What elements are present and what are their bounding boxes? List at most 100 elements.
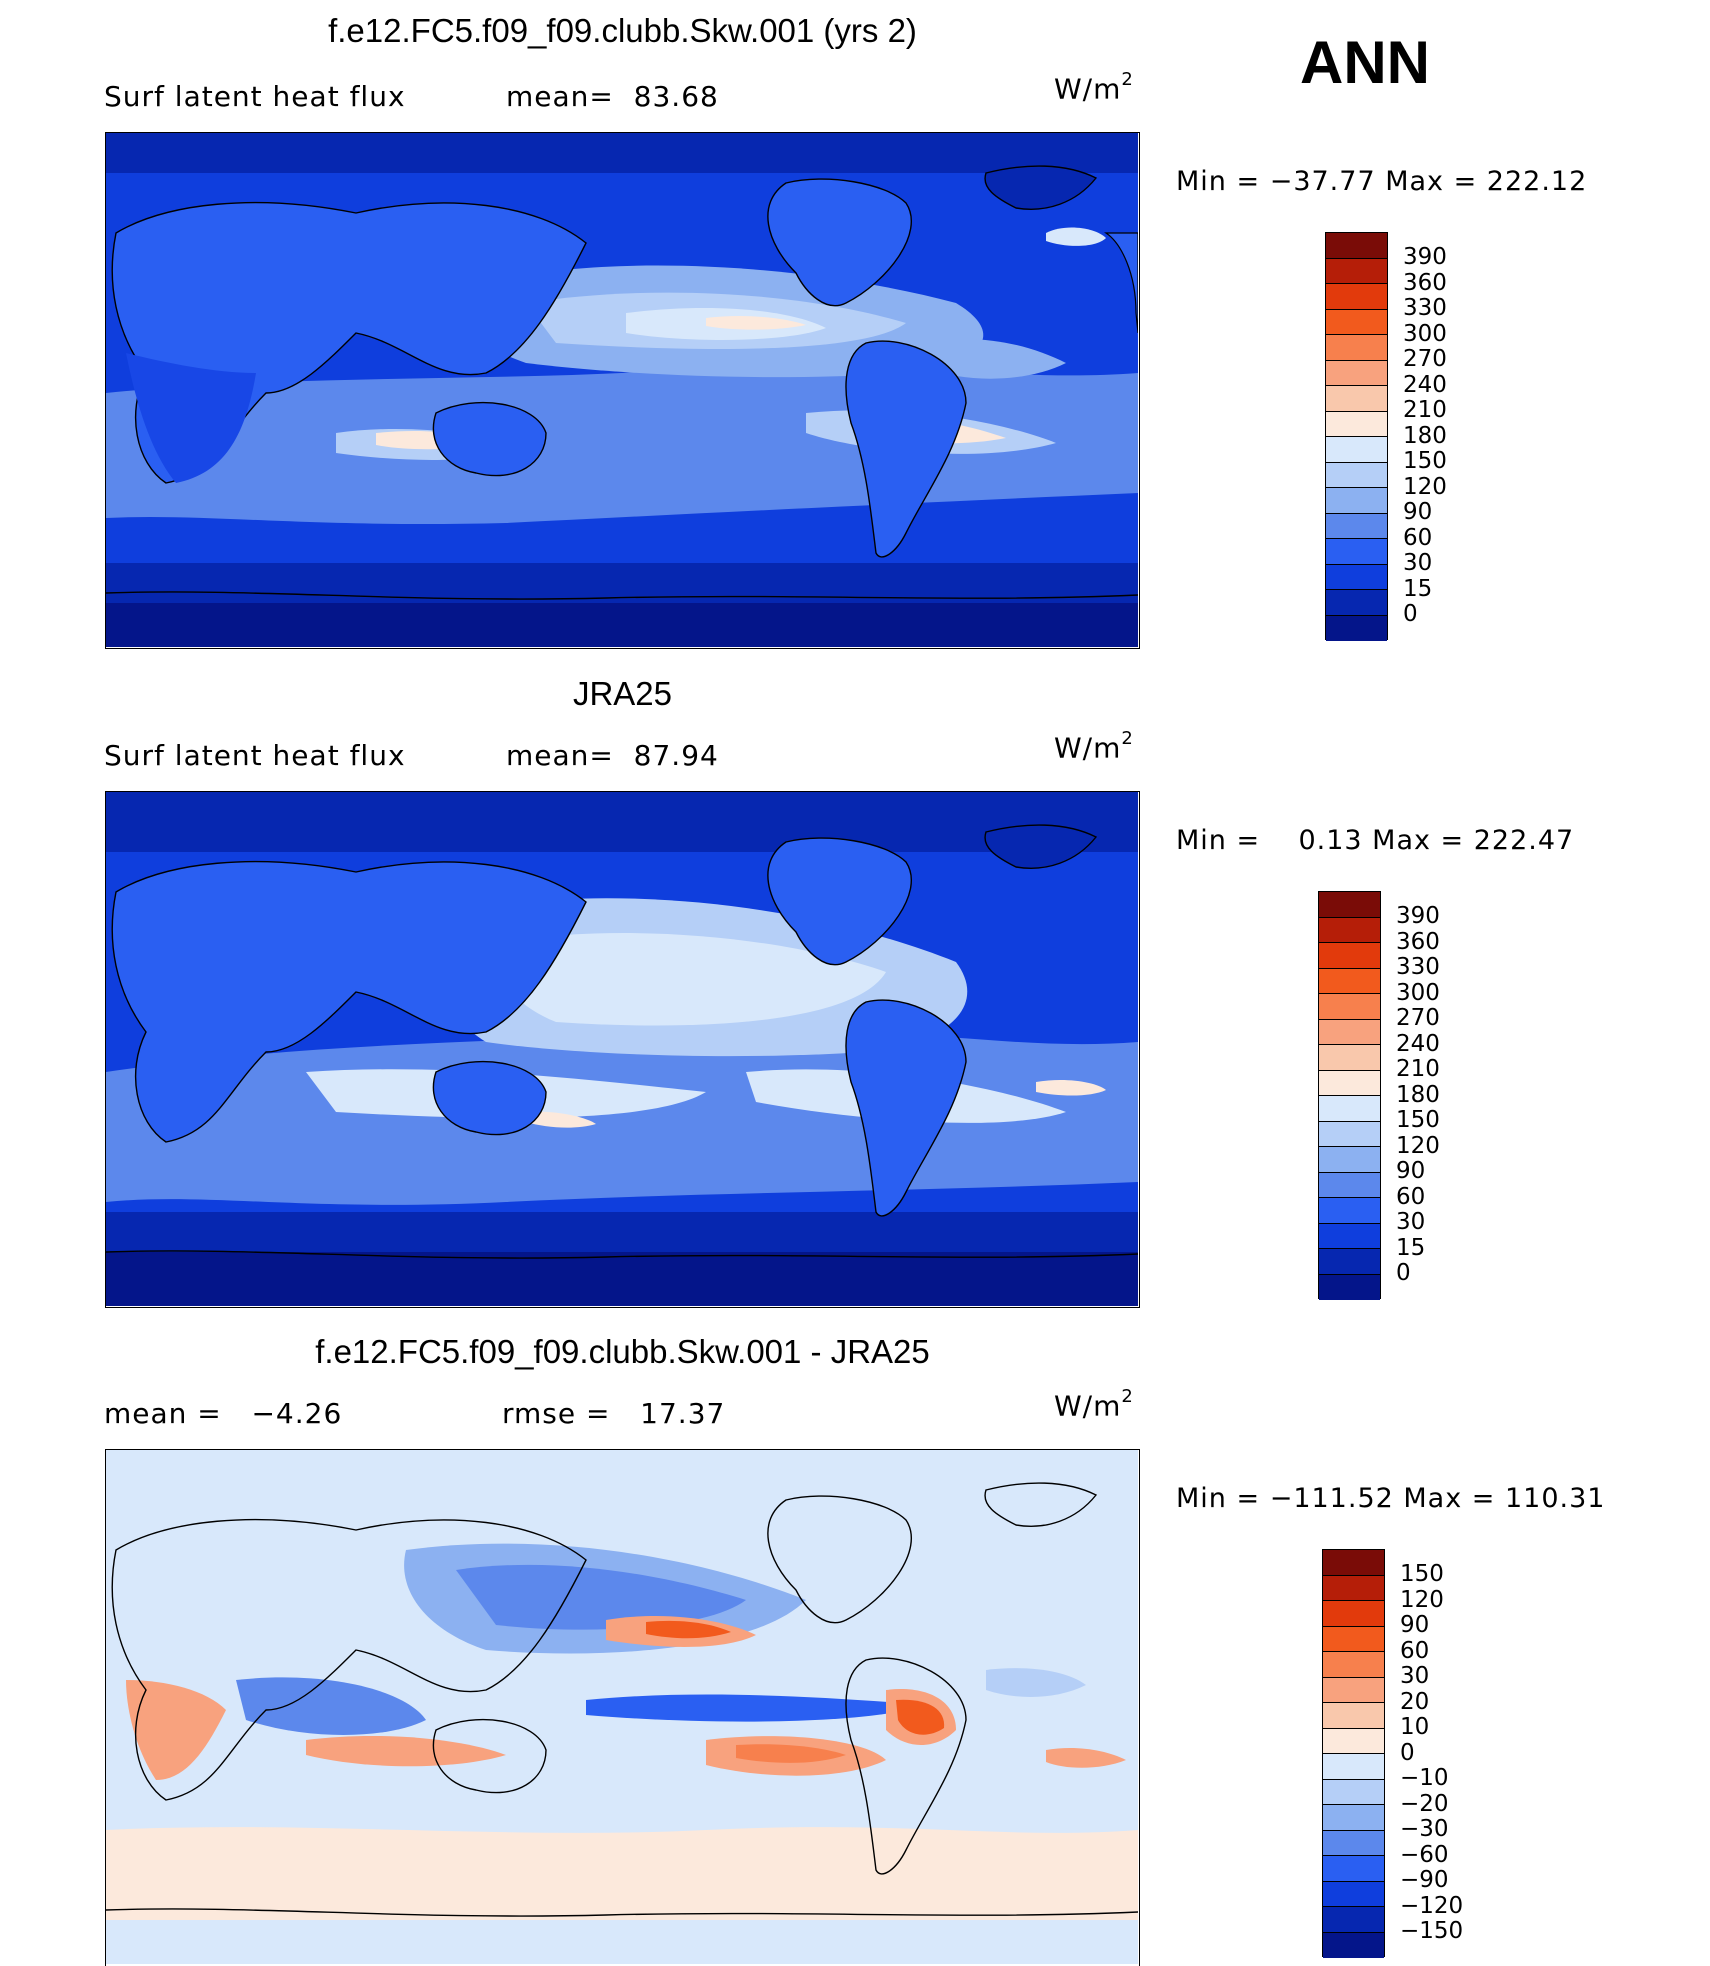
panel-2-map-canvas <box>106 792 1138 1306</box>
colorbar-box <box>1326 411 1387 437</box>
colorbar-box <box>1323 1626 1384 1652</box>
colorbar-label: 210 <box>1396 1056 1440 1082</box>
colorbar-label: −90 <box>1400 1867 1449 1893</box>
colorbar-label: 0 <box>1400 1739 1415 1766</box>
colorbar-box <box>1326 309 1387 335</box>
colorbar-box <box>1319 1274 1380 1300</box>
colorbar-box <box>1326 360 1387 386</box>
colorbar-label: 150 <box>1403 448 1447 474</box>
colorbar-box <box>1323 1550 1384 1576</box>
panel-3-map-canvas <box>106 1450 1138 1964</box>
colorbar-box <box>1319 1121 1380 1147</box>
colorbar-box <box>1319 1223 1380 1249</box>
colorbar-box <box>1319 1172 1380 1198</box>
colorbar-box <box>1319 1045 1380 1071</box>
panel-1-colorbar-labels: 390 360 330 300 270 240 210 180 150 120 90 60 30 15 0 <box>1403 232 1503 640</box>
colorbar-box <box>1326 488 1387 514</box>
colorbar-box <box>1319 1249 1380 1275</box>
colorbar-label: 60 <box>1400 1637 1430 1664</box>
colorbar-label: 330 <box>1403 295 1447 321</box>
colorbar-label: 30 <box>1396 1209 1426 1235</box>
colorbar-box <box>1319 917 1380 943</box>
panel-3-minmax: Min = −111.52 Max = 110.31 <box>1176 1483 1606 1514</box>
panel-1-variable-label: Surf latent heat flux <box>104 80 406 113</box>
colorbar-label: 180 <box>1396 1081 1440 1108</box>
colorbar-label: 90 <box>1403 499 1433 525</box>
colorbar-label: 210 <box>1403 397 1447 423</box>
colorbar-box <box>1323 1856 1384 1882</box>
colorbar-box <box>1323 1881 1384 1907</box>
panel-2-colorbar-labels: 390 360 330 300 270 240 210 180 150 120 90 60 30 15 0 <box>1396 891 1496 1299</box>
panel-1-minmax: Min = −37.77 Max = 222.12 <box>1176 166 1588 197</box>
colorbar-box <box>1326 615 1387 641</box>
panel-2-minmax: Min = 0.13 Max = 222.47 <box>1176 825 1575 856</box>
colorbar-box <box>1326 335 1387 361</box>
panel-2-variable-label: Surf latent heat flux <box>104 739 406 772</box>
colorbar-box <box>1326 258 1387 284</box>
colorbar-label: 20 <box>1400 1688 1430 1715</box>
colorbar-box <box>1319 1096 1380 1122</box>
colorbar-label: 120 <box>1400 1586 1444 1613</box>
panel-3-title: f.e12.FC5.f09_f09.clubb.Skw.001 - JRA25 <box>315 1333 930 1370</box>
colorbar-box <box>1323 1779 1384 1805</box>
colorbar-label: 30 <box>1400 1663 1430 1689</box>
colorbar-box <box>1319 1019 1380 1045</box>
panel-1-units: W/m2 <box>1054 69 1134 106</box>
colorbar-label: 300 <box>1396 979 1440 1006</box>
colorbar-box <box>1323 1677 1384 1703</box>
colorbar-label: 150 <box>1396 1107 1440 1133</box>
colorbar-box <box>1323 1575 1384 1601</box>
colorbar-box <box>1323 1652 1384 1678</box>
colorbar-box <box>1319 1147 1380 1173</box>
colorbar-label: 270 <box>1396 1005 1440 1031</box>
colorbar-label: 240 <box>1396 1030 1440 1057</box>
colorbar-box <box>1326 462 1387 488</box>
colorbar-box <box>1319 1070 1380 1096</box>
colorbar-label: 300 <box>1403 320 1447 347</box>
colorbar-label: 390 <box>1403 244 1447 270</box>
panel-3-colorbar-labels: 150 120 90 60 30 20 10 0 −10 −20 −30 −60 −90 −120 −150 <box>1400 1549 1510 1957</box>
colorbar-box <box>1323 1754 1384 1780</box>
panel-3-mean-label: mean = −4.26 <box>104 1397 343 1430</box>
panel-1-title: f.e12.FC5.f09_f09.clubb.Skw.001 (yrs 2) <box>328 12 917 49</box>
colorbar-box <box>1319 968 1380 994</box>
colorbar-box <box>1323 1932 1384 1958</box>
colorbar-label: 10 <box>1400 1714 1430 1740</box>
colorbar-box <box>1323 1601 1384 1627</box>
panel-2-units: W/m2 <box>1054 728 1134 765</box>
colorbar-label: 360 <box>1403 269 1447 296</box>
colorbar-box <box>1319 943 1380 969</box>
colorbar-box <box>1319 1198 1380 1224</box>
panel-1-map-canvas <box>106 133 1138 647</box>
panel-3-map <box>105 1449 1140 1966</box>
colorbar-label: 360 <box>1396 928 1440 955</box>
colorbar-box <box>1323 1703 1384 1729</box>
colorbar-label: −60 <box>1400 1841 1449 1868</box>
colorbar-box <box>1326 437 1387 463</box>
colorbar-box <box>1323 1728 1384 1754</box>
colorbar-label: 0 <box>1403 601 1418 627</box>
season-label: ANN <box>1300 29 1430 96</box>
colorbar-label: 150 <box>1400 1561 1444 1587</box>
panel-2-mean-label: mean= 87.94 <box>506 739 719 772</box>
panel-2-title: JRA25 <box>572 675 673 712</box>
colorbar-label: −10 <box>1400 1765 1449 1791</box>
colorbar-label: 90 <box>1400 1612 1430 1638</box>
colorbar-label: 0 <box>1396 1260 1411 1286</box>
colorbar-label: 15 <box>1403 575 1433 602</box>
colorbar-label: 15 <box>1396 1234 1426 1261</box>
colorbar-label: 390 <box>1396 903 1440 929</box>
colorbar-box <box>1326 513 1387 539</box>
colorbar-label: 30 <box>1403 550 1433 576</box>
colorbar-box <box>1326 564 1387 590</box>
panel-3-colorbar <box>1322 1549 1385 1958</box>
colorbar-box <box>1326 386 1387 412</box>
panel-1-colorbar <box>1325 232 1388 641</box>
colorbar-label: 60 <box>1403 524 1433 551</box>
panel-1-map <box>105 132 1140 649</box>
colorbar-label: −150 <box>1400 1918 1464 1944</box>
colorbar-label: 90 <box>1396 1158 1426 1184</box>
colorbar-label: 120 <box>1396 1132 1440 1159</box>
panel-3-rmse-label: rmse = 17.37 <box>502 1397 726 1430</box>
colorbar-label: 240 <box>1403 371 1447 398</box>
